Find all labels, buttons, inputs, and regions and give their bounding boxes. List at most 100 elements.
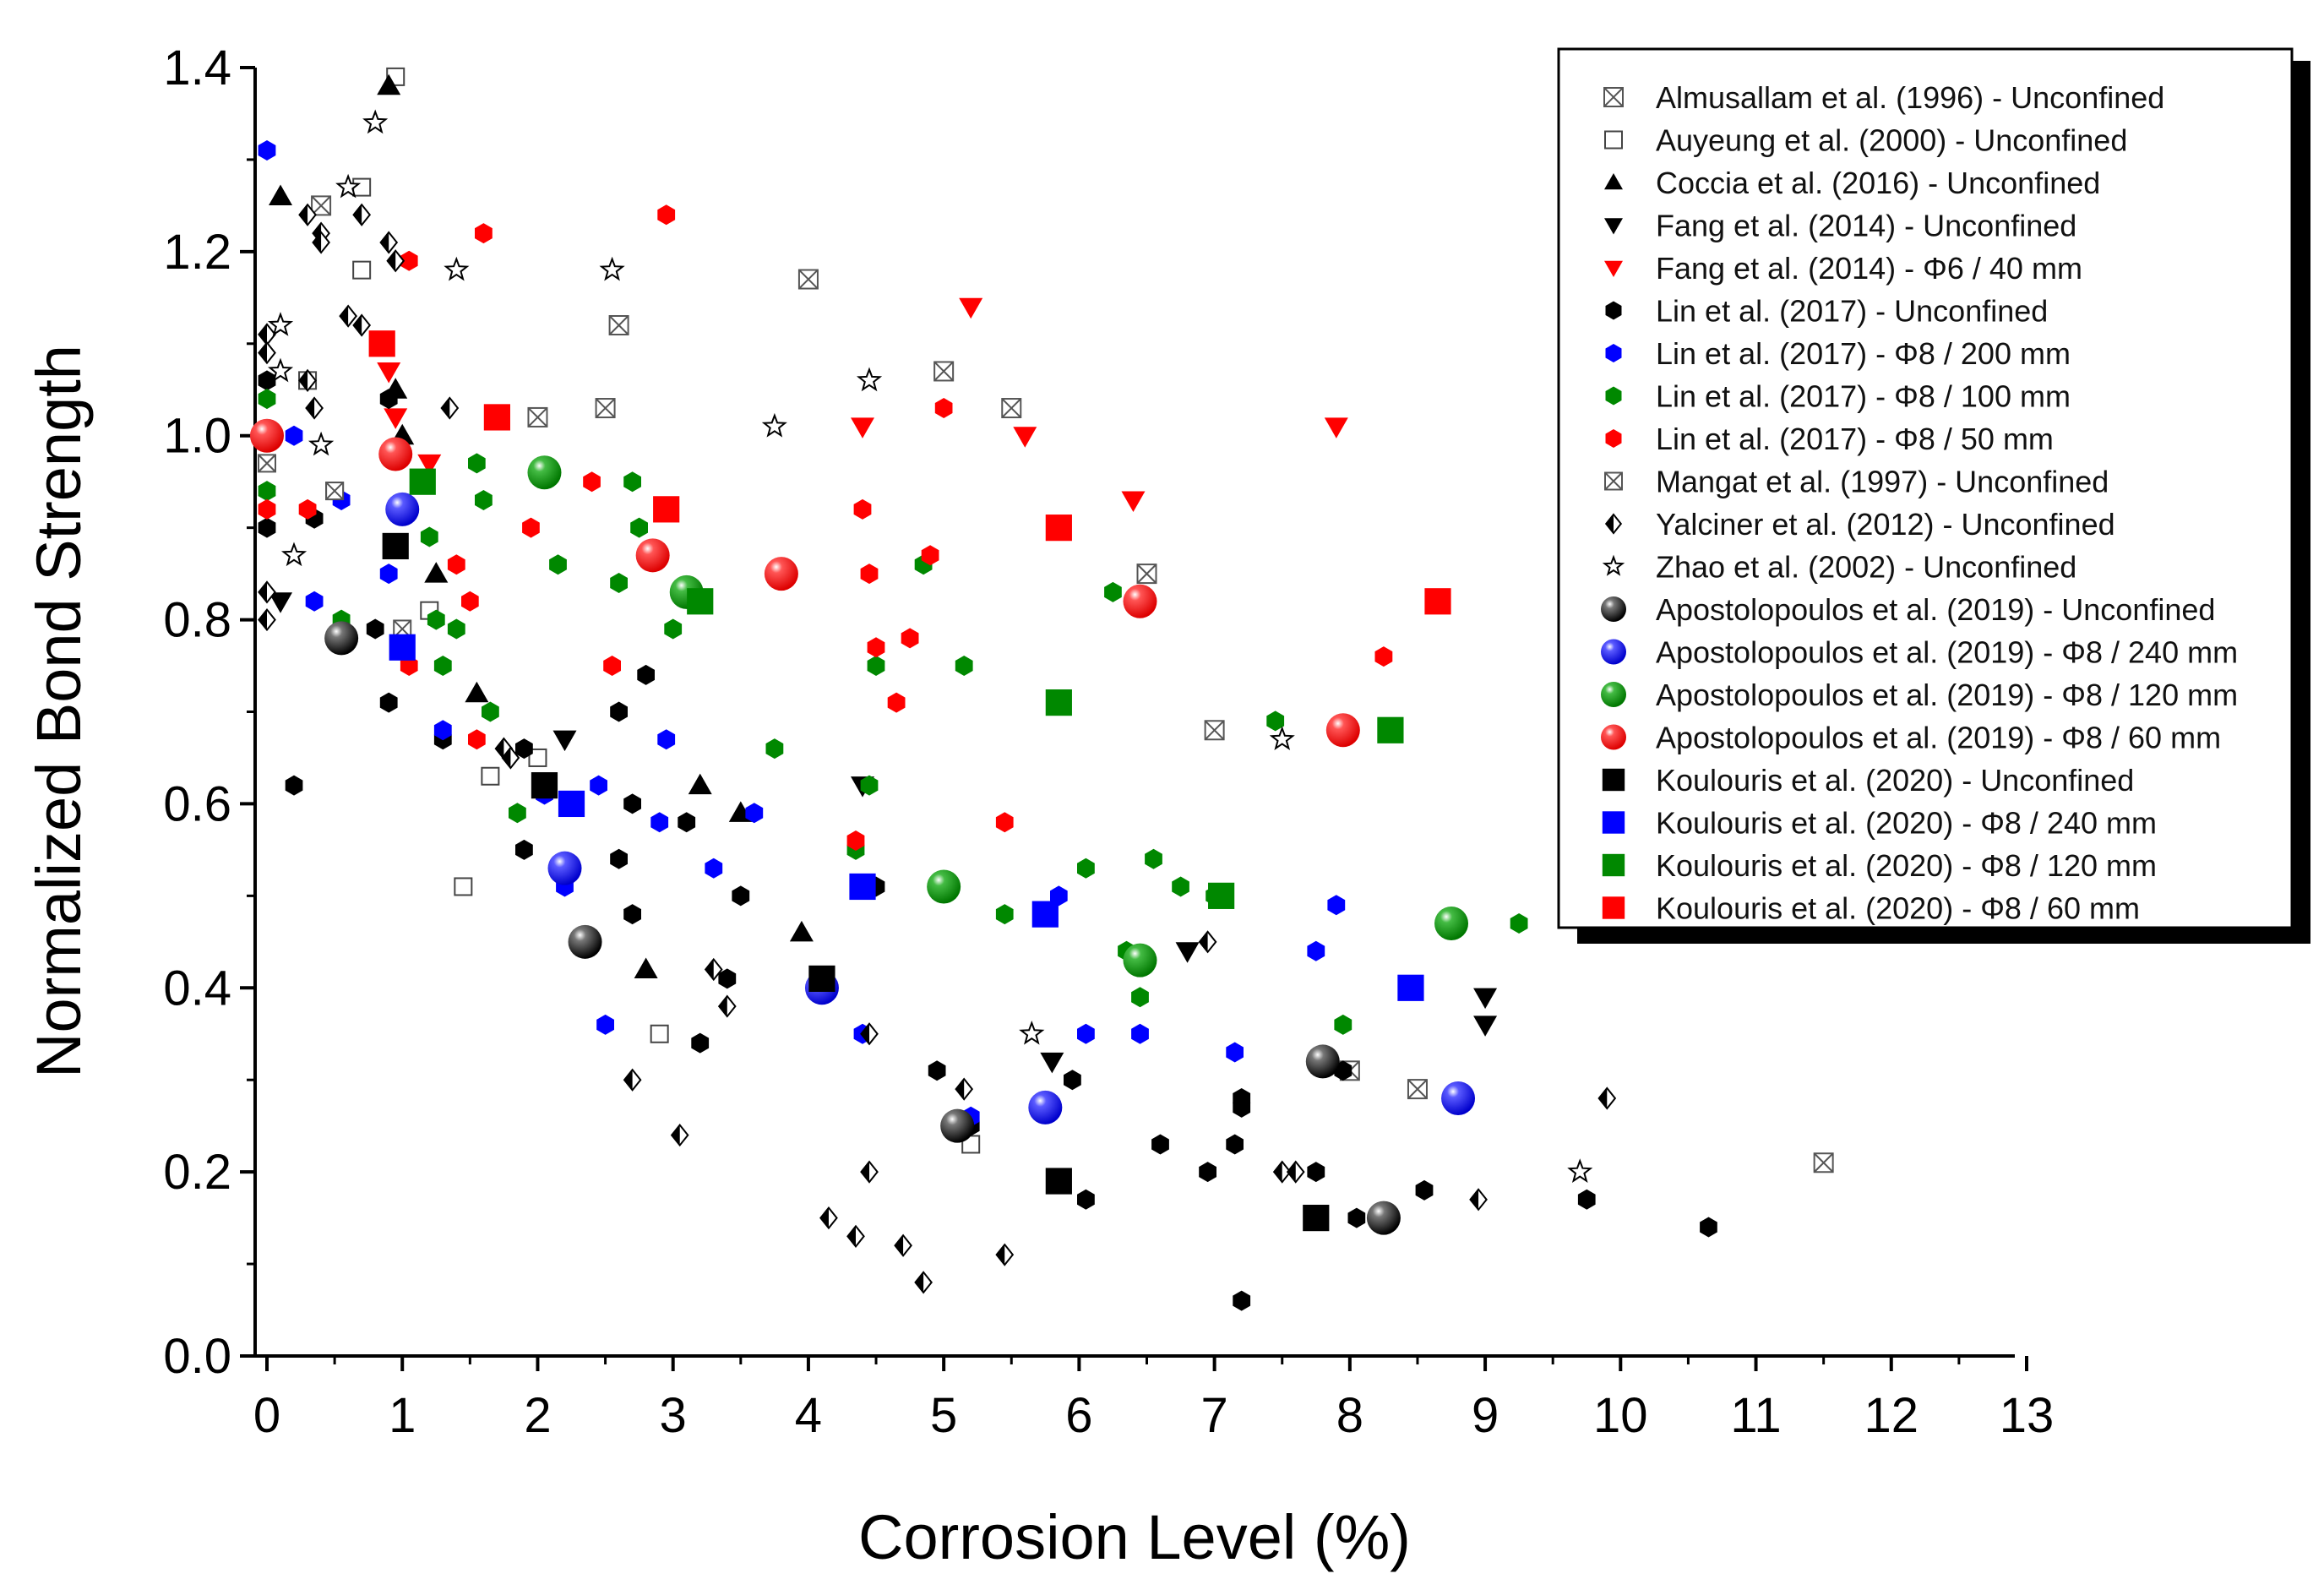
x-tick-label: 2 [524, 1388, 551, 1443]
data-point [1077, 858, 1095, 879]
legend-box [1557, 47, 2294, 929]
data-point [558, 790, 585, 818]
legend-label: Koulouris et al. (2020) - Φ8 / 120 mm [1656, 848, 2157, 883]
data-point [596, 1014, 614, 1035]
data-point [1064, 1070, 1081, 1091]
data-point [634, 957, 658, 978]
legend-entry: Apostolopoulos et al. (2019) - Φ8 / 60 m… [1601, 721, 2221, 755]
data-point [1305, 1044, 1340, 1079]
data-point [1424, 588, 1451, 615]
data-point [547, 851, 582, 885]
legend-marker [1601, 596, 1626, 622]
data-point [860, 564, 879, 585]
data-point [860, 1022, 879, 1046]
legend-label: Zhao et al. (2002) - Unconfined [1656, 550, 2076, 585]
data-point [887, 692, 906, 713]
data-point [433, 656, 452, 676]
data-point [258, 370, 276, 391]
data-point [1226, 1042, 1244, 1063]
plot-points [250, 67, 1834, 1311]
y-tick-label: 0.8 [163, 593, 231, 648]
y-tick-label: 0.2 [163, 1145, 231, 1200]
legend-entry: Almusallam et al. (1996) - Unconfined [1603, 80, 2164, 115]
data-point [653, 496, 680, 523]
data-point [1510, 913, 1528, 934]
data-point [481, 766, 500, 786]
data-point [1136, 564, 1157, 585]
data-point [933, 361, 955, 382]
data-point [515, 738, 533, 760]
data-point [921, 545, 939, 566]
data-point [717, 994, 737, 1018]
data-point [258, 341, 276, 365]
data-point [285, 425, 303, 446]
data-point [549, 554, 567, 575]
legend-label: Mangat et al. (1997) - Unconfined [1656, 465, 2109, 499]
legend-marker [1601, 639, 1626, 665]
legend-marker [1605, 429, 1622, 448]
data-point [385, 492, 420, 526]
data-point [860, 1160, 879, 1184]
data-point [280, 542, 308, 567]
series-19 [409, 468, 1404, 909]
legend-marker [1602, 853, 1625, 877]
data-point [623, 793, 641, 814]
legend-label: Lin et al. (2017) - Φ8 / 50 mm [1656, 422, 2054, 456]
data-point [339, 304, 358, 328]
data-point [623, 471, 641, 493]
legend-marker [1602, 768, 1625, 792]
data-point [664, 618, 683, 640]
data-point [389, 634, 416, 661]
legend-entry: Koulouris et al. (2020) - Unconfined [1602, 763, 2134, 798]
data-point [1303, 1205, 1330, 1232]
data-point [797, 269, 819, 290]
legend-marker [1604, 513, 1623, 535]
data-point [1050, 885, 1068, 907]
data-point [335, 173, 362, 199]
data-point [1031, 901, 1059, 928]
y-tick-label: 0.4 [163, 961, 231, 1016]
data-point [258, 607, 276, 632]
data-point [468, 453, 486, 474]
x-tick-label: 11 [1730, 1388, 1781, 1443]
data-point [1104, 581, 1122, 602]
data-point [417, 454, 442, 476]
data-point [1286, 1160, 1305, 1184]
data-point [955, 1077, 974, 1101]
data-point [599, 256, 625, 281]
data-point [1208, 882, 1235, 909]
legend-marker [1602, 554, 1625, 576]
legend-entry: Koulouris et al. (2020) - Φ8 / 120 mm [1602, 848, 2157, 883]
legend-marker [1602, 811, 1625, 834]
data-point [379, 564, 398, 585]
data-point [1028, 1090, 1063, 1124]
data-point [305, 396, 324, 420]
data-point [447, 554, 465, 575]
data-point [691, 1032, 710, 1054]
data-point [461, 591, 479, 612]
data-point [384, 408, 408, 429]
series-9 [258, 204, 1393, 851]
data-point [1374, 646, 1393, 667]
data-point [400, 656, 418, 676]
data-point [440, 396, 460, 420]
data-point [379, 692, 398, 713]
legend-marker [1603, 87, 1624, 107]
data-point [1377, 716, 1404, 743]
legend-label: Lin et al. (2017) - Φ8 / 100 mm [1656, 379, 2071, 414]
data-point [377, 74, 401, 95]
data-point [501, 746, 520, 770]
data-point [765, 738, 784, 760]
data-point [630, 517, 648, 538]
data-point [527, 455, 562, 490]
legend-entry: Lin et al. (2017) - Φ8 / 100 mm [1605, 379, 2071, 414]
legend-label: Yalciner et al. (2012) - Unconfined [1656, 507, 2115, 542]
data-point [764, 557, 798, 591]
data-point [1473, 1016, 1498, 1037]
data-point [610, 573, 628, 593]
x-tick-label: 5 [930, 1388, 957, 1443]
data-point [325, 482, 345, 501]
data-point [718, 968, 737, 989]
data-point [761, 412, 787, 438]
x-ticks: 0 1 2 3 4 5 6 7 8 9 10 11 12 13 [253, 1356, 2054, 1443]
